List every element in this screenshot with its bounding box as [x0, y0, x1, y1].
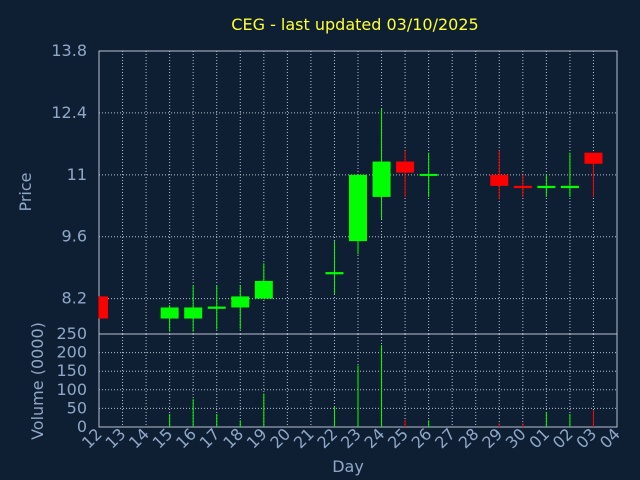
candle-body	[325, 272, 344, 275]
price-axis-label: Price	[16, 172, 35, 211]
candle-body	[231, 296, 250, 308]
volume-tick-label: 100	[56, 380, 87, 399]
candle-body	[349, 174, 367, 242]
volume-tick-label: 250	[56, 324, 87, 343]
candle-body	[99, 296, 108, 319]
volume-tick-label: 0	[77, 417, 87, 436]
candle-body	[419, 173, 438, 176]
volume-tick-label: 50	[67, 398, 87, 417]
candle-body	[207, 306, 226, 309]
volume-tick-label: 200	[56, 343, 87, 362]
price-tick-label: 8.2	[62, 289, 87, 308]
volume-bars	[169, 345, 594, 427]
x-tick-label: 04	[596, 424, 624, 452]
candles	[98, 108, 603, 332]
price-tick-label: 13.8	[51, 41, 87, 60]
price-tick-label: 11	[67, 165, 87, 184]
candle-body	[560, 185, 579, 189]
volume-axis-label: Volume (0000)	[28, 322, 47, 440]
candle-body	[513, 185, 532, 189]
price-tick-label: 12.4	[51, 103, 87, 122]
candle-body	[584, 152, 603, 164]
x-axis-label: Day	[332, 457, 364, 476]
price-axis-ticks: 13.8 12.4 11 9.6 8.2	[51, 41, 87, 308]
candle-body	[490, 174, 509, 186]
volume-tick-label: 150	[56, 361, 87, 380]
candle-body	[372, 161, 391, 197]
chart-title: CEG - last updated 03/10/2025	[231, 15, 478, 34]
candle-body	[184, 307, 203, 319]
candle-body	[537, 185, 556, 189]
price-tick-label: 9.6	[62, 227, 87, 246]
x-axis-ticks: 1213141516171819202122232425262728293001…	[78, 424, 624, 452]
candle-body	[254, 280, 273, 299]
candle-body	[160, 307, 179, 319]
candle-body	[396, 161, 415, 173]
